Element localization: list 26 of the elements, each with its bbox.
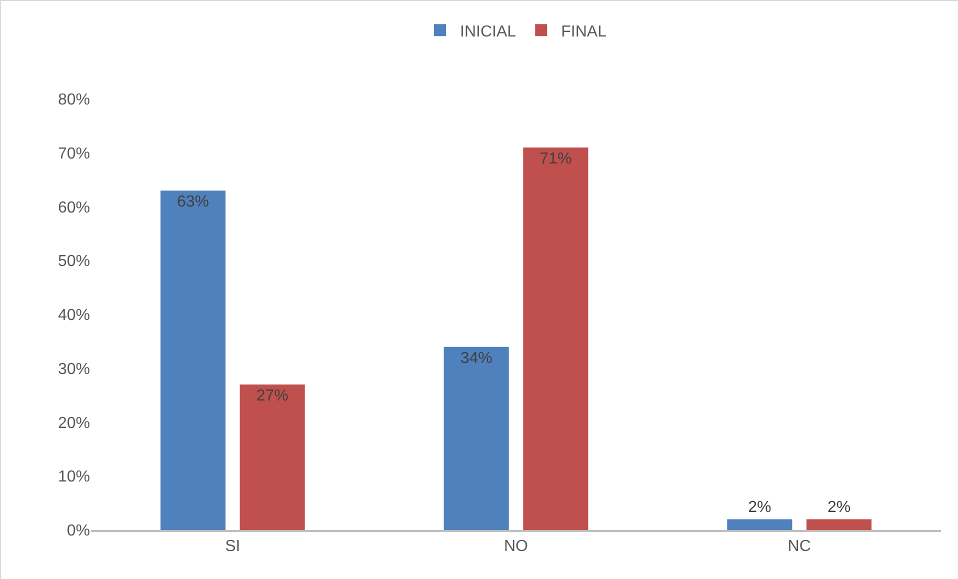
y-tick-label: 10% <box>58 468 90 486</box>
y-tick-label: 60% <box>58 199 90 216</box>
y-tick-label: 30% <box>58 360 90 378</box>
x-tick-label: NO <box>504 538 528 555</box>
data-label: 2% <box>827 499 851 516</box>
data-label: 71% <box>540 150 572 168</box>
y-tick-label: 40% <box>58 307 90 324</box>
data-label: 2% <box>748 499 772 516</box>
bar <box>240 384 305 530</box>
y-tick-label: 80% <box>58 92 90 109</box>
data-label: 34% <box>460 350 492 367</box>
legend-label: INICIAL <box>460 23 516 40</box>
y-tick-label: 70% <box>58 145 90 162</box>
legend-label: FINAL <box>561 23 607 40</box>
x-tick-label: NC <box>788 538 811 555</box>
bar <box>727 519 792 530</box>
y-tick-label: 0% <box>66 522 90 540</box>
bar <box>444 346 509 530</box>
bar <box>523 147 588 530</box>
x-tick-label: SI <box>225 538 240 555</box>
y-tick-label: 50% <box>58 253 90 270</box>
bar <box>806 519 872 530</box>
y-tick-label: 20% <box>58 414 90 432</box>
bar <box>160 190 226 530</box>
data-label: 63% <box>176 194 210 211</box>
data-label: 27% <box>256 388 288 405</box>
